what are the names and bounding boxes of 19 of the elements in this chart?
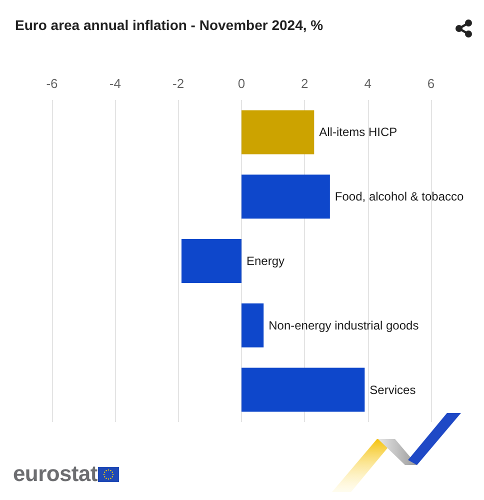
text: eurostat (13, 461, 98, 487)
bar (181, 239, 242, 283)
y-tick-label: Energy (246, 254, 285, 268)
bar (242, 303, 264, 348)
y-tick-label: Non-energy industrial goods (268, 318, 419, 332)
x-tick-label: -4 (109, 76, 121, 91)
x-tick-label: 2 (301, 76, 308, 91)
x-tick-label: -6 (46, 76, 58, 91)
bar (242, 174, 330, 219)
x-tick-label: 0 (238, 76, 246, 91)
y-tick-label: All-items HICP (319, 125, 398, 140)
y-tick-label: Food, alcohol & tobacco (334, 190, 464, 204)
x-tick-label: 4 (364, 76, 372, 91)
y-tick-label: Services (370, 382, 416, 397)
bar (242, 368, 365, 412)
x-tick-label: -2 (172, 76, 184, 91)
x-tick-label: 6 (427, 76, 435, 91)
chart-title: Euro area annual inflation - November 2024, % (15, 17, 324, 33)
bar (242, 110, 314, 154)
